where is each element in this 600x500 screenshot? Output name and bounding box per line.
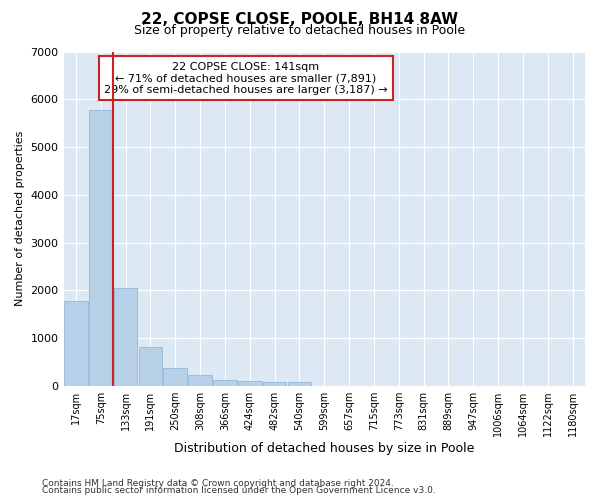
Bar xyxy=(163,368,187,386)
Bar xyxy=(114,288,137,386)
Bar xyxy=(64,301,88,386)
Y-axis label: Number of detached properties: Number of detached properties xyxy=(15,131,25,306)
Bar xyxy=(263,382,286,386)
Text: Size of property relative to detached houses in Poole: Size of property relative to detached ho… xyxy=(134,24,466,37)
Bar xyxy=(287,382,311,386)
Bar xyxy=(139,347,162,386)
X-axis label: Distribution of detached houses by size in Poole: Distribution of detached houses by size … xyxy=(174,442,475,455)
Bar xyxy=(238,381,262,386)
Bar xyxy=(89,110,113,386)
Bar xyxy=(188,375,212,386)
Text: Contains public sector information licensed under the Open Government Licence v3: Contains public sector information licen… xyxy=(42,486,436,495)
Text: 22 COPSE CLOSE: 141sqm
← 71% of detached houses are smaller (7,891)
29% of semi-: 22 COPSE CLOSE: 141sqm ← 71% of detached… xyxy=(104,62,388,94)
Text: Contains HM Land Registry data © Crown copyright and database right 2024.: Contains HM Land Registry data © Crown c… xyxy=(42,478,394,488)
Bar xyxy=(213,380,237,386)
Text: 22, COPSE CLOSE, POOLE, BH14 8AW: 22, COPSE CLOSE, POOLE, BH14 8AW xyxy=(142,12,458,28)
